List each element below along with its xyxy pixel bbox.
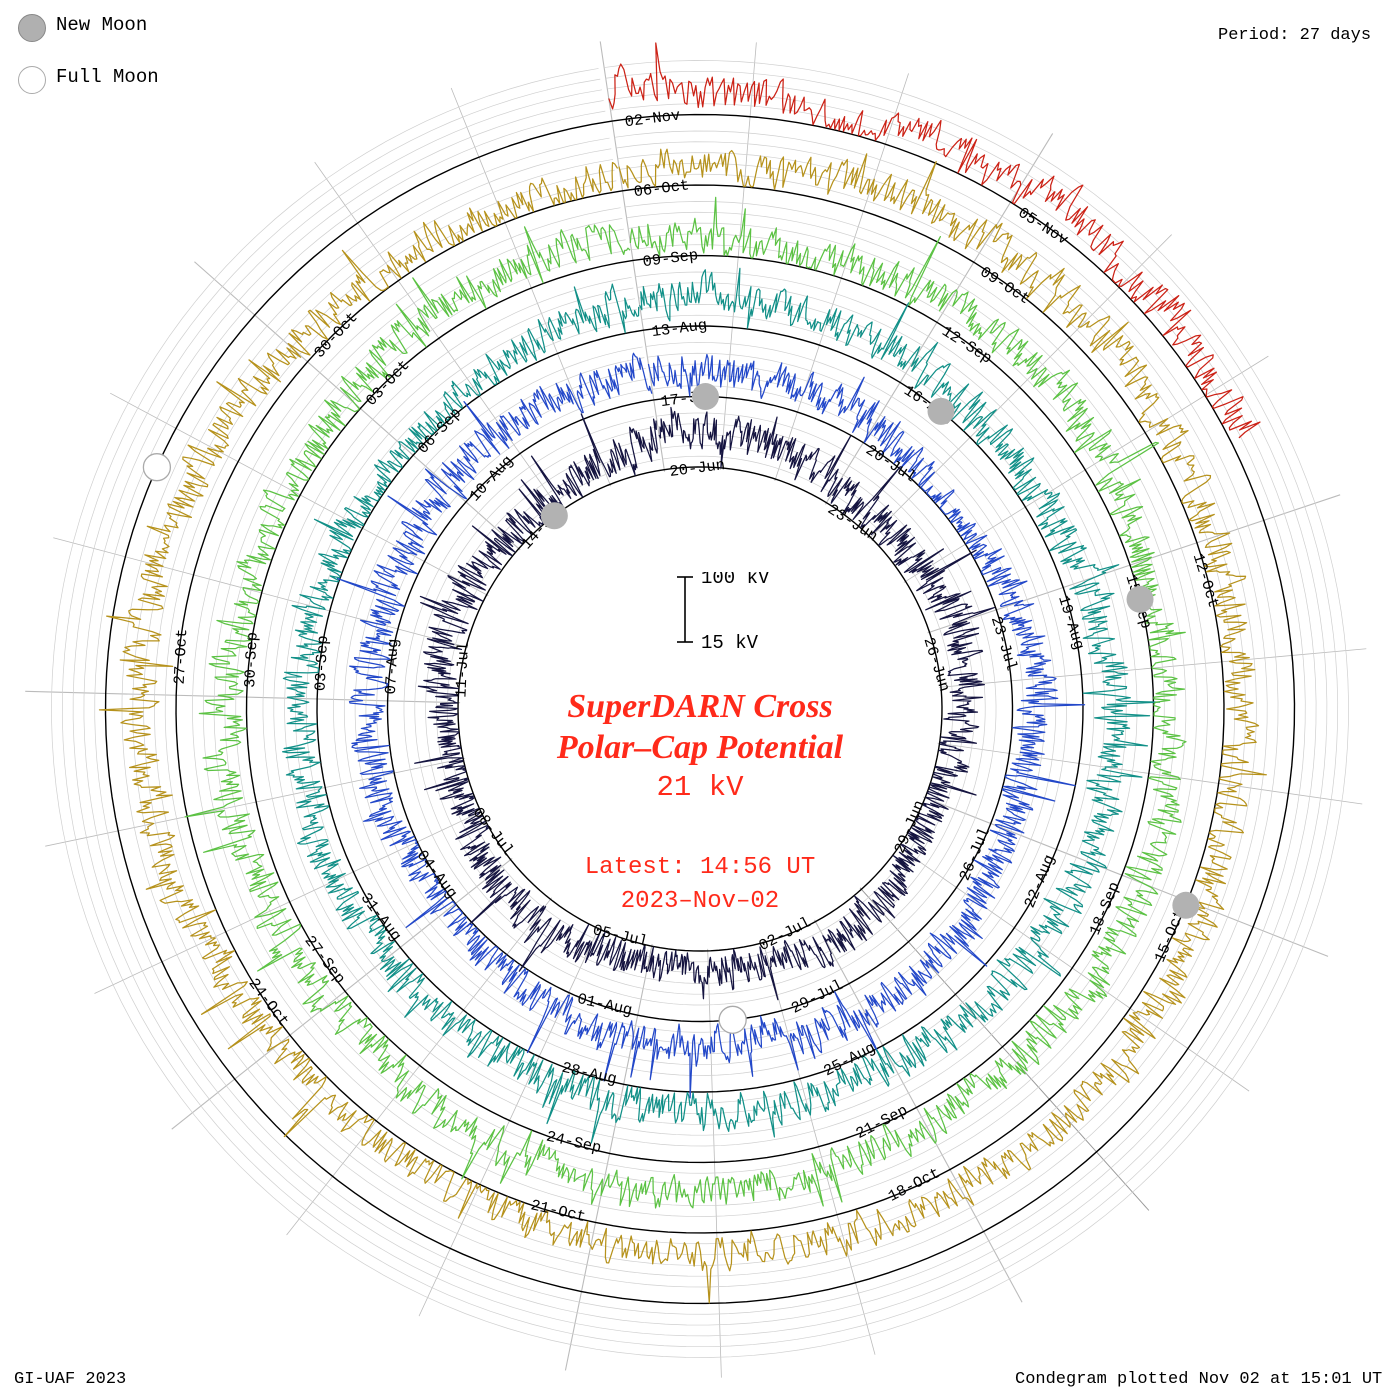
svg-text:15 kV: 15 kV — [701, 632, 759, 652]
svg-text:01-Aug: 01-Aug — [576, 990, 634, 1020]
svg-text:20-Jun: 20-Jun — [668, 456, 726, 481]
svg-text:12-Oct: 12-Oct — [1189, 551, 1223, 610]
svg-text:26-Jul: 26-Jul — [956, 825, 994, 883]
svg-text:18-Oct: 18-Oct — [885, 1164, 943, 1206]
svg-text:21-Sep: 21-Sep — [853, 1101, 911, 1143]
svg-text:100 kV: 100 kV — [701, 572, 770, 589]
svg-text:03-Oct: 03-Oct — [362, 356, 413, 409]
svg-text:02-Nov: 02-Nov — [624, 106, 682, 131]
svg-text:26-Jun: 26-Jun — [920, 635, 954, 694]
svg-text:24-Oct: 24-Oct — [245, 975, 293, 1030]
svg-text:27-Oct: 27-Oct — [171, 628, 192, 685]
svg-text:09-Sep: 09-Sep — [642, 246, 700, 271]
svg-text:03-Sep: 03-Sep — [312, 635, 333, 692]
svg-text:07-Aug: 07-Aug — [382, 638, 403, 695]
svg-text:30-Sep: 30-Sep — [241, 632, 262, 689]
svg-text:19-Aug: 19-Aug — [1054, 593, 1088, 652]
svg-text:13-Aug: 13-Aug — [651, 316, 709, 341]
